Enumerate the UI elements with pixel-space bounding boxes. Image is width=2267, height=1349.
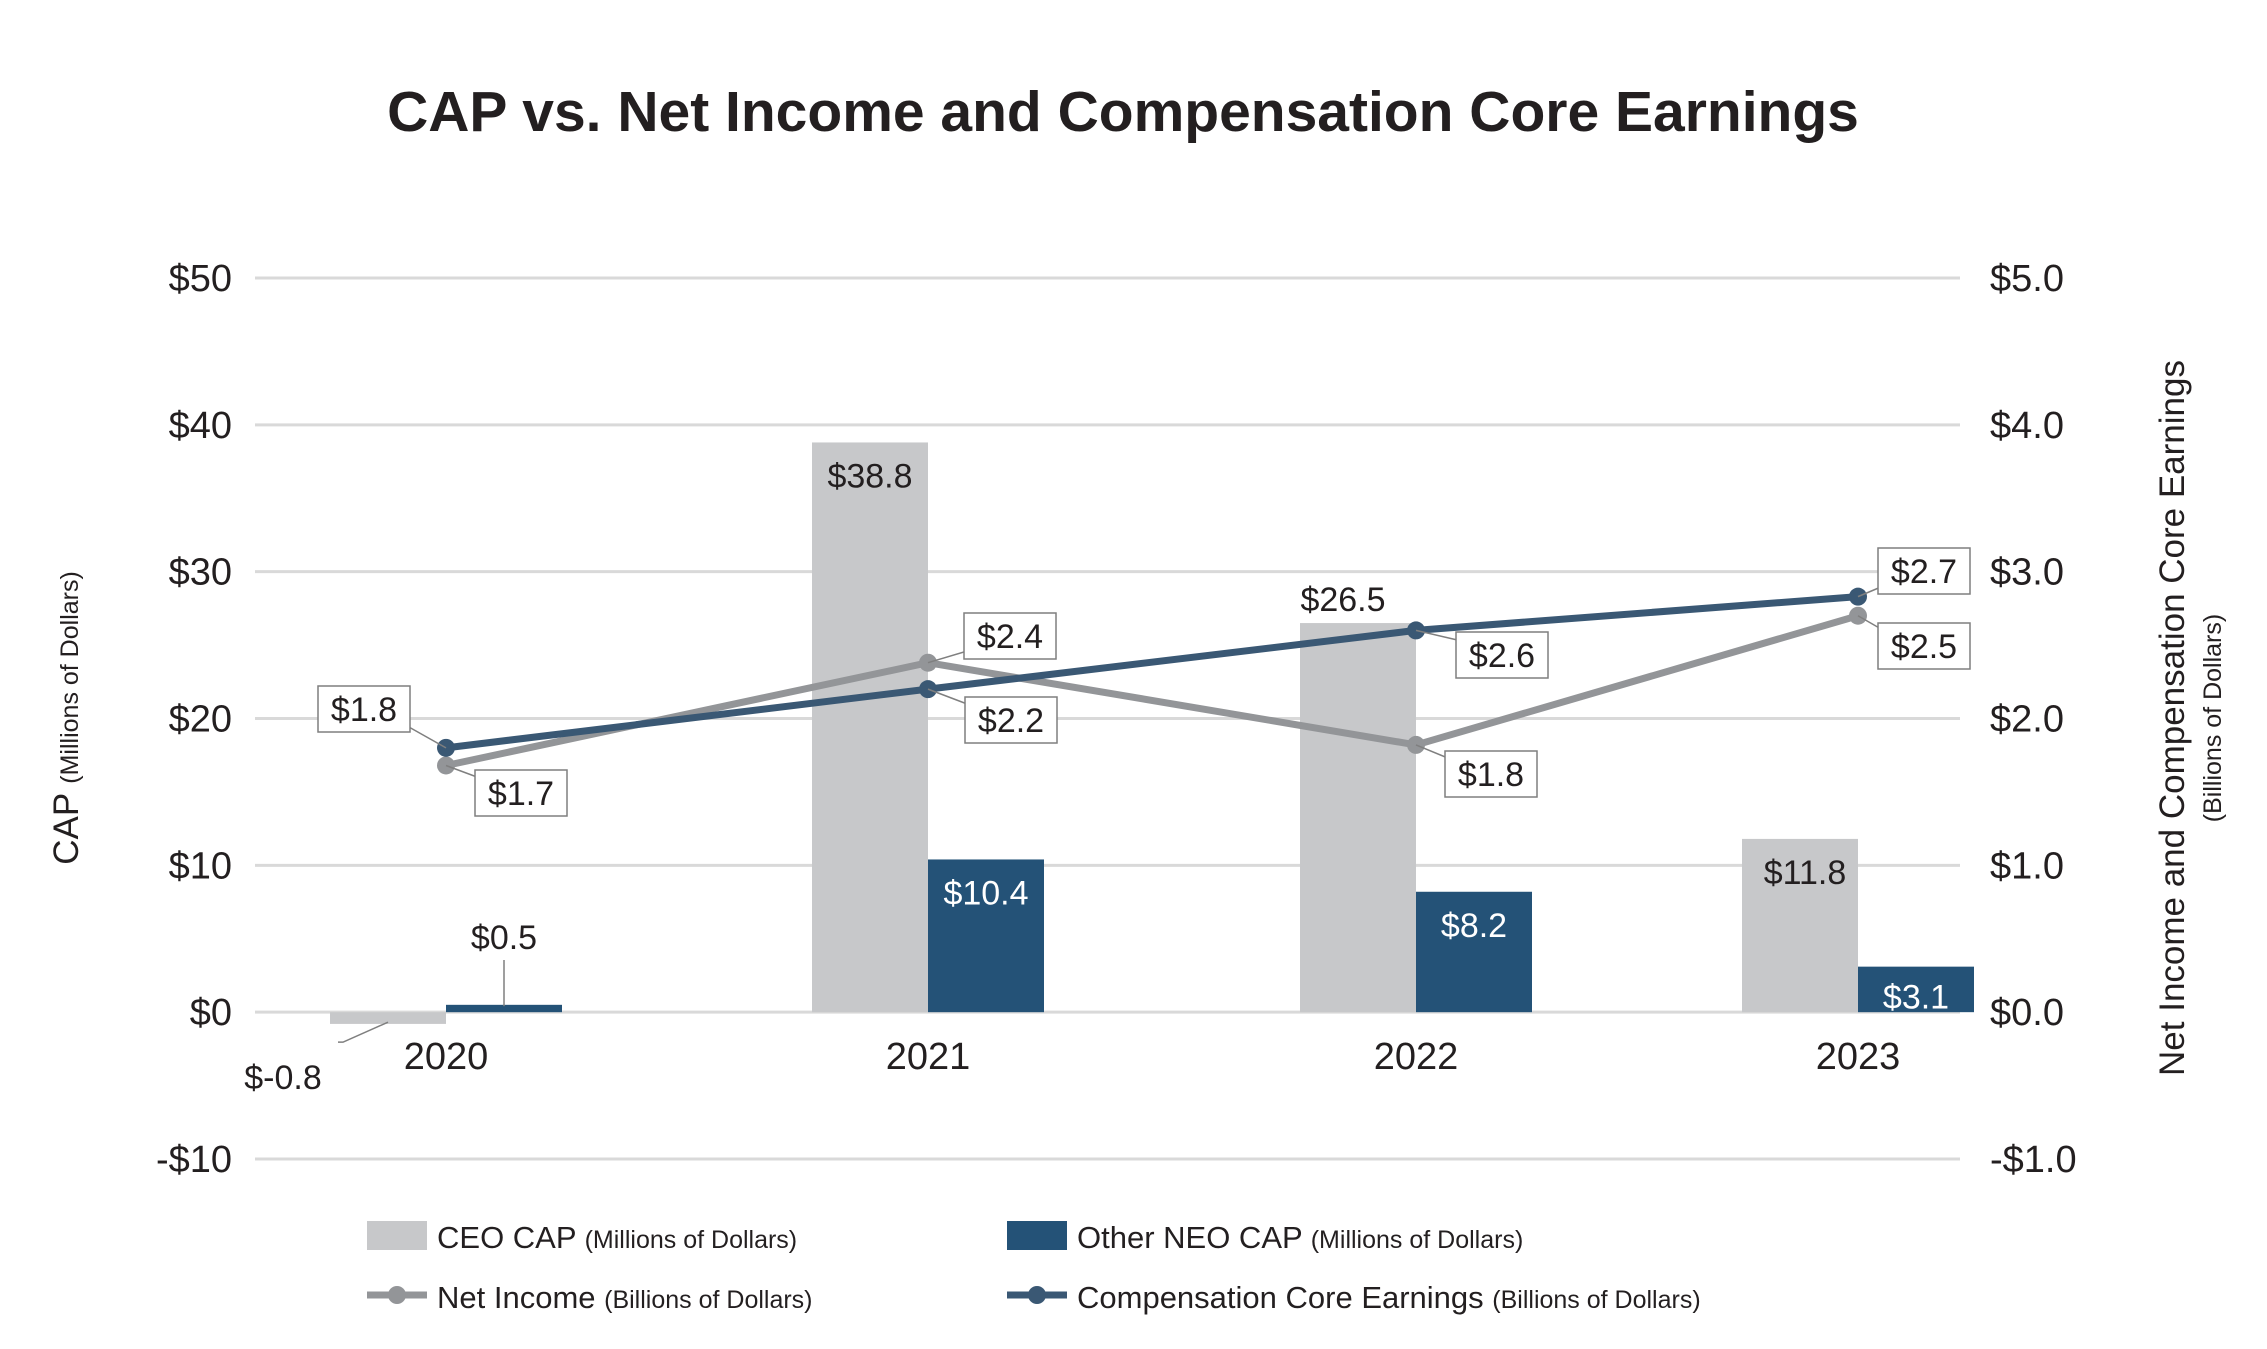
left-tick-label: $40: [169, 405, 232, 447]
other-neo-cap-label-2023: $3.1: [1883, 979, 1949, 1017]
other-neo-cap-bar-2023: [1858, 966, 1974, 1013]
net-income-label-2022-text: $1.8: [1458, 756, 1524, 794]
left-tick-label: $20: [169, 699, 232, 741]
legend-compensation-core-earnings-name: Compensation Core Earnings: [1077, 1280, 1492, 1315]
legend-net-income-marker: [388, 1286, 406, 1304]
right-axis-sublabel: (Billions of Dollars): [2199, 614, 2227, 822]
cce-label-2023-box: [1877, 547, 1971, 595]
legend-net-income-unit: (Billions of Dollars): [604, 1286, 812, 1314]
cce-label-2022: $2.6: [1415, 629, 1549, 679]
cce-label-2020-text: $1.8: [331, 691, 397, 729]
ceo-cap-bar-2021: [812, 442, 928, 1013]
cce-label-2021-box: [964, 696, 1058, 744]
net-income-label-2020: $1.7: [445, 764, 568, 817]
cce-label-2020-box: [317, 685, 411, 733]
grid-lines: [255, 276, 1960, 1161]
chart-title: CAP vs. Net Income and Compensation Core…: [387, 80, 1859, 144]
legend-other-neo-cap-label: Other NEO CAP (Millions of Dollars): [1077, 1220, 1523, 1255]
cce-label-2022-box: [1455, 631, 1549, 679]
legend-ceo-cap: CEO CAP (Millions of Dollars): [367, 1220, 797, 1255]
net-income-label-2021-box: [963, 612, 1057, 660]
left-axis-label: CAP: [47, 784, 86, 865]
legend-net-income-label: Net Income (Billions of Dollars): [437, 1280, 813, 1315]
compensation-core-earnings-line: [445, 593, 1859, 752]
ceo-cap-label-2021: $38.8: [827, 457, 912, 495]
x-tick-label: 2023: [1816, 1036, 1901, 1078]
legend: CEO CAP (Millions of Dollars) Other NEO C…: [367, 1220, 1701, 1315]
other-neo-cap-label-2022: $8.2: [1441, 907, 1507, 945]
net-income-line: [445, 612, 1859, 769]
net-income-label-2022-box: [1444, 750, 1538, 798]
right-tick-label: -$1.0: [1990, 1139, 2077, 1181]
net-income-label-2023-text: $2.5: [1891, 628, 1957, 666]
right-tick-label: $1.0: [1990, 845, 2064, 887]
axes: $50 $40 $30 $20 $10 $0 -$10 $5.0 $4.0 $3.0 $2.0 $1.…: [47, 258, 2227, 1181]
left-tick-label: $10: [169, 845, 232, 887]
right-tick-label: $3.0: [1990, 552, 2064, 594]
cce-label-2022-text: $2.6: [1469, 637, 1535, 675]
legend-ceo-cap-unit: (Millions of Dollars): [585, 1226, 798, 1254]
legend-net-income-name: Net Income: [437, 1280, 604, 1315]
x-tick-label: 2020: [404, 1036, 489, 1078]
ceo-cap-label-2023: $11.8: [1764, 854, 1847, 892]
right-tick-label: $0.0: [1990, 992, 2064, 1034]
left-axis-sublabel: (Millions of Dollars): [56, 571, 84, 784]
ceo-cap-bar-2022: [1300, 623, 1416, 1013]
net-income-label-2023: $2.5: [1857, 615, 1971, 670]
legend-compensation-core-earnings-marker: [1028, 1286, 1046, 1304]
legend-other-neo-cap-unit: (Millions of Dollars): [1311, 1226, 1524, 1254]
lines: [437, 587, 1867, 775]
ceo-cap-bar-2023: [1742, 838, 1858, 1013]
ceo-cap-bar-2020: [330, 1012, 446, 1024]
legend-compensation-core-earnings-label: Compensation Core Earnings (Billions of …: [1077, 1280, 1701, 1315]
left-tick-label: -$10: [156, 1139, 232, 1181]
legend-other-neo-cap-swatch: [1007, 1221, 1067, 1250]
net-income-label-2021: $2.4: [927, 612, 1057, 664]
net-income-label-2021-text: $2.4: [977, 618, 1043, 656]
legend-other-neo-cap: Other NEO CAP (Millions of Dollars): [1007, 1220, 1523, 1255]
net-income-label-2023-box: [1877, 622, 1971, 670]
other-neo-cap-bar-2022: [1416, 891, 1532, 1013]
ceo-cap-label-2020: $-0.8: [244, 1059, 322, 1097]
right-tick-label: $2.0: [1990, 699, 2064, 741]
legend-net-income: Net Income (Billions of Dollars): [367, 1280, 813, 1315]
other-neo-cap-label-2021: $10.4: [943, 874, 1028, 912]
other-neo-cap-label-2020: $0.5: [471, 919, 537, 957]
net-income-label-2020-text: $1.7: [488, 775, 554, 813]
cce-label-2021-text: $2.2: [978, 702, 1044, 740]
legend-compensation-core-earnings: Compensation Core Earnings (Billions of …: [1007, 1280, 1701, 1315]
bars: [330, 442, 1974, 1024]
legend-ceo-cap-name: CEO CAP: [437, 1220, 585, 1255]
ceo-cap-label-2022: $26.5: [1300, 581, 1385, 619]
ceo-cap-label-leader: [338, 1021, 389, 1043]
data-labels: $-0.8 $0.5 $38.8 $26.5 $11.8 $10.4 $8.2 $3.1 $1.…: [244, 457, 1971, 1097]
x-tick-label: 2021: [886, 1036, 971, 1078]
left-tick-label: $30: [169, 552, 232, 594]
left-axis-title: CAP (Millions of Dollars): [47, 571, 86, 865]
right-tick-label: $4.0: [1990, 405, 2064, 447]
cce-label-2023: $2.7: [1857, 547, 1971, 598]
cce-label-2020: $1.8: [317, 685, 447, 749]
other-neo-cap-bar-2021: [928, 859, 1044, 1013]
legend-ceo-cap-label: CEO CAP (Millions of Dollars): [437, 1220, 797, 1255]
left-tick-label: $0: [190, 992, 232, 1034]
net-income-label-2022: $1.8: [1415, 744, 1538, 798]
cce-label-2023-text: $2.7: [1891, 553, 1957, 591]
legend-compensation-core-earnings-unit: (Billions of Dollars): [1492, 1286, 1700, 1314]
legend-other-neo-cap-name: Other NEO CAP: [1077, 1220, 1311, 1255]
x-tick-label: 2022: [1374, 1036, 1459, 1078]
other-neo-cap-bar-2020: [446, 1004, 562, 1013]
net-income-label-2020-box: [474, 769, 568, 817]
right-tick-label: $5.0: [1990, 258, 2064, 300]
legend-ceo-cap-swatch: [367, 1221, 427, 1250]
cce-label-2021: $2.2: [927, 688, 1058, 744]
right-axis-label: Net Income and Compensation Core Earning…: [2153, 360, 2192, 1076]
left-tick-label: $50: [169, 258, 232, 300]
